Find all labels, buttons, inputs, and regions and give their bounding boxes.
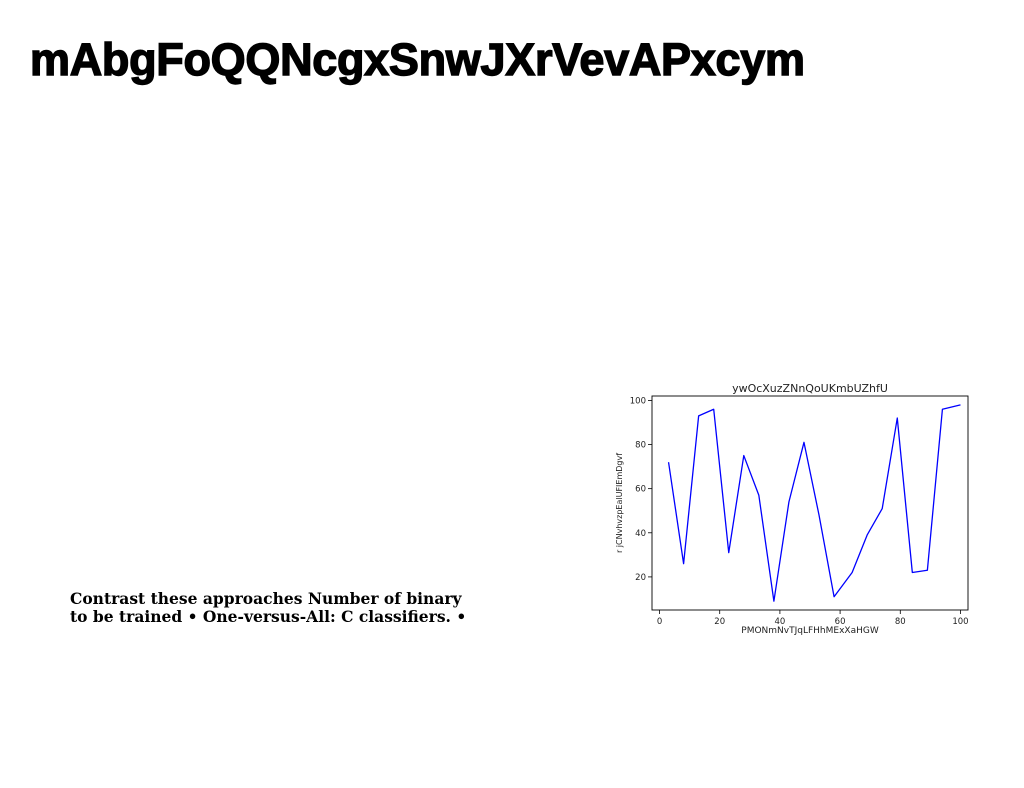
- x-tick-label: 60: [835, 617, 846, 627]
- plot-frame: [651, 395, 969, 611]
- y-tick-label: 80: [635, 441, 646, 451]
- y-tick-label: 100: [630, 396, 646, 406]
- body-text-line: Contrast these approaches Number of bina…: [70, 589, 462, 608]
- y-tick-label: 40: [635, 529, 646, 539]
- series-line-0: [667, 404, 961, 602]
- line-chart-figure: ywOcXuzZNnQoUKmbUZhfU PMONmNvTJqLFHhMExX…: [608, 376, 980, 640]
- chart-title: ywOcXuzZNnQoUKmbUZhfU: [732, 382, 888, 395]
- x-tick-label: 20: [714, 617, 725, 627]
- y-axis-label: r jCNvhvzpEalUFIEmDgvf: [615, 453, 624, 553]
- body-text: Contrast these approaches Number of bina…: [70, 590, 510, 626]
- line-chart: ywOcXuzZNnQoUKmbUZhfU PMONmNvTJqLFHhMExX…: [615, 382, 969, 636]
- x-axis-label: PMONmNvTJqLFHhMExXaHGW: [741, 626, 879, 636]
- x-tick-label: 80: [895, 617, 906, 627]
- slide-title: mAbgFoQQNcgxSnwJXrVevAPxcym: [29, 33, 805, 85]
- y-tick-label: 60: [635, 485, 646, 495]
- x-tick-label: 40: [774, 617, 785, 627]
- x-tick-label: 100: [952, 617, 968, 627]
- x-tick-label: 0: [657, 617, 662, 627]
- body-text-line: to be trained • One-versus-All: C classi…: [70, 607, 467, 626]
- y-tick-label: 20: [635, 573, 646, 583]
